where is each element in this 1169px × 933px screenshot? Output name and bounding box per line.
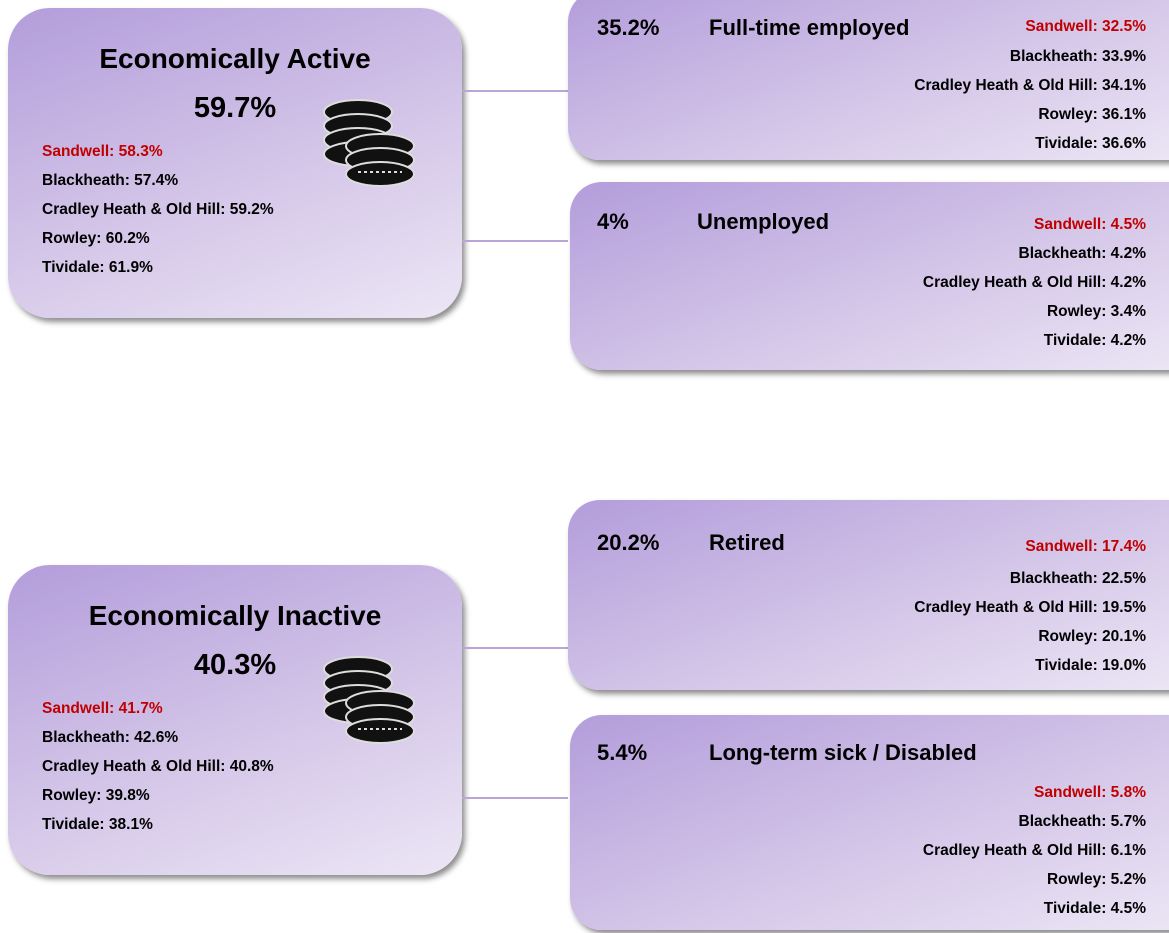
category-card: Economically Inactive 40.3% Sandwell: 41.7…: [8, 565, 462, 875]
breakdown-value: 20.2%: [597, 530, 660, 555]
comparison: Sandwell: 32.5%: [1025, 18, 1146, 35]
comparison: Rowley: 5.2%: [1046, 871, 1146, 888]
category-card: Economically Active 59.7% Sandwell: 58.3% B…: [8, 8, 462, 318]
coins-icon: [323, 99, 415, 187]
comparison: Tividale: 38.1%: [42, 816, 153, 833]
comparison: Tividale: 19.0%: [1035, 657, 1146, 674]
comparison: Blackheath: 57.4%: [42, 172, 179, 189]
breakdown-card: 35.2% Full-time employed Sandwell: 32.5% Bl…: [568, 0, 1169, 160]
breakdown-value: 5.4%: [597, 740, 648, 765]
comparison: Tividale: 4.5%: [1043, 900, 1146, 917]
coins-icon: [323, 656, 415, 744]
breakdown-title: Retired: [709, 530, 785, 555]
comparison: Cradley Heath & Old Hill: 34.1%: [914, 77, 1146, 94]
comparison: Rowley: 60.2%: [42, 230, 150, 247]
comparison: Tividale: 61.9%: [42, 259, 153, 276]
comparison: Cradley Heath & Old Hill: 19.5%: [914, 599, 1146, 616]
connector: [462, 240, 568, 242]
comparison: Cradley Heath & Old Hill: 59.2%: [42, 201, 274, 218]
comparison: Cradley Heath & Old Hill: 6.1%: [922, 842, 1146, 859]
breakdown-value: 4%: [597, 209, 629, 234]
comparison: Blackheath: 22.5%: [1009, 570, 1146, 587]
icon-wrap: [318, 653, 418, 753]
comparison: Blackheath: 5.7%: [1018, 813, 1147, 830]
comparison: Tividale: 4.2%: [1043, 332, 1146, 349]
breakdown-card: 5.4% Long-term sick / Disabled Sandwell: 5…: [570, 715, 1169, 930]
breakdown-title: Full-time employed: [709, 15, 910, 40]
comparison: Sandwell: 41.7%: [42, 700, 163, 717]
breakdown-card: 20.2% Retired Sandwell: 17.4% Blackheath: 2…: [568, 500, 1169, 690]
category-value: 40.3%: [193, 649, 277, 681]
comparison: Rowley: 36.1%: [1038, 106, 1146, 123]
connector: [462, 647, 568, 649]
comparison: Rowley: 39.8%: [42, 787, 150, 804]
comparison: Rowley: 3.4%: [1046, 303, 1146, 320]
comparison: Rowley: 20.1%: [1038, 628, 1146, 645]
breakdown-card: 4% Unemployed Sandwell: 4.5% Blackheath: 4.…: [570, 182, 1169, 370]
comparison: Blackheath: 4.2%: [1018, 245, 1147, 262]
comparison: Sandwell: 5.8%: [1034, 784, 1146, 801]
comparison: Blackheath: 33.9%: [1009, 48, 1146, 65]
breakdown-title: Unemployed: [697, 209, 830, 234]
comparison: Tividale: 36.6%: [1035, 135, 1146, 152]
category-title: Economically Active: [99, 43, 371, 74]
icon-wrap: [318, 96, 418, 196]
breakdown-value: 35.2%: [597, 15, 660, 40]
comparison: Blackheath: 42.6%: [42, 729, 179, 746]
connector: [462, 90, 568, 92]
category-title: Economically Inactive: [88, 600, 382, 631]
connector: [462, 797, 568, 799]
comparison: Sandwell: 4.5%: [1034, 216, 1146, 233]
category-value: 59.7%: [193, 92, 277, 124]
comparison: Sandwell: 17.4%: [1025, 538, 1146, 555]
comparison: Sandwell: 58.3%: [42, 143, 163, 160]
comparison: Cradley Heath & Old Hill: 40.8%: [42, 758, 274, 775]
breakdown-title: Long-term sick / Disabled: [709, 740, 977, 765]
comparison: Cradley Heath & Old Hill: 4.2%: [922, 274, 1146, 291]
